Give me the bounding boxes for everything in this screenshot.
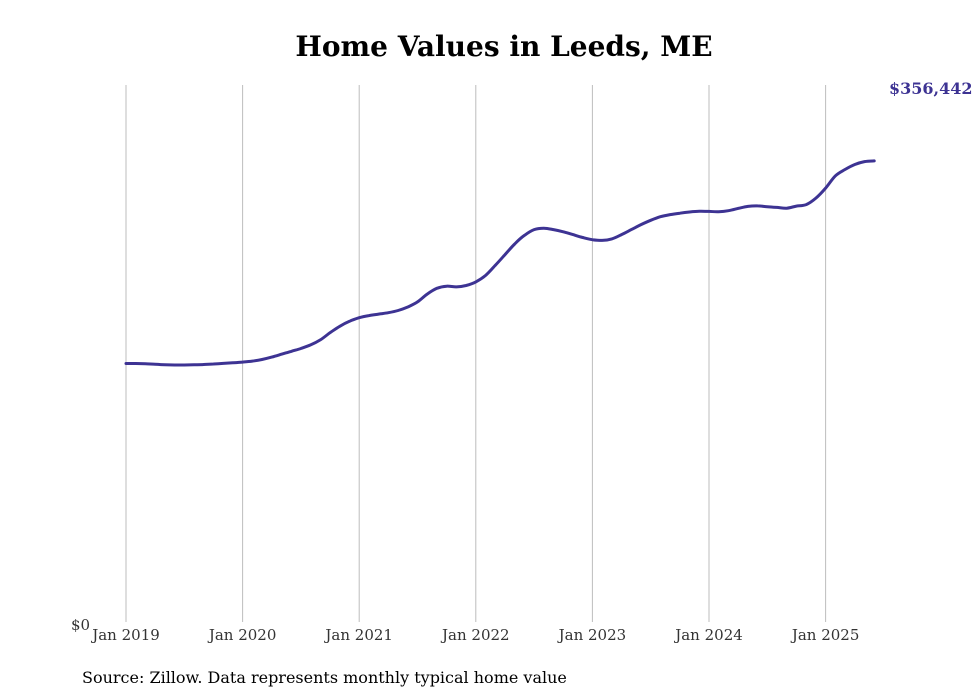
gridlines bbox=[125, 85, 827, 622]
series-line bbox=[124, 159, 876, 367]
x-tick-label: Jan 2019 bbox=[90, 626, 160, 644]
x-tick-label: Jan 2024 bbox=[673, 626, 743, 644]
x-tick-label: Jan 2023 bbox=[557, 626, 627, 644]
x-tick-label: Jan 2021 bbox=[323, 626, 393, 644]
chart-title: Home Values in Leeds, ME bbox=[295, 30, 713, 63]
x-tick-label: Jan 2022 bbox=[440, 626, 510, 644]
x-tick-label: Jan 2025 bbox=[790, 626, 860, 644]
x-tick-label: Jan 2020 bbox=[207, 626, 277, 644]
end-value-label: $356,442 bbox=[889, 79, 973, 98]
x-axis-ticks: Jan 2019 Jan 2020 Jan 2021 Jan 2022 Jan 2023… bbox=[90, 626, 859, 644]
source-note: Source: Zillow. Data represents monthly … bbox=[82, 668, 567, 687]
y-tick-label: $0 bbox=[71, 616, 90, 634]
